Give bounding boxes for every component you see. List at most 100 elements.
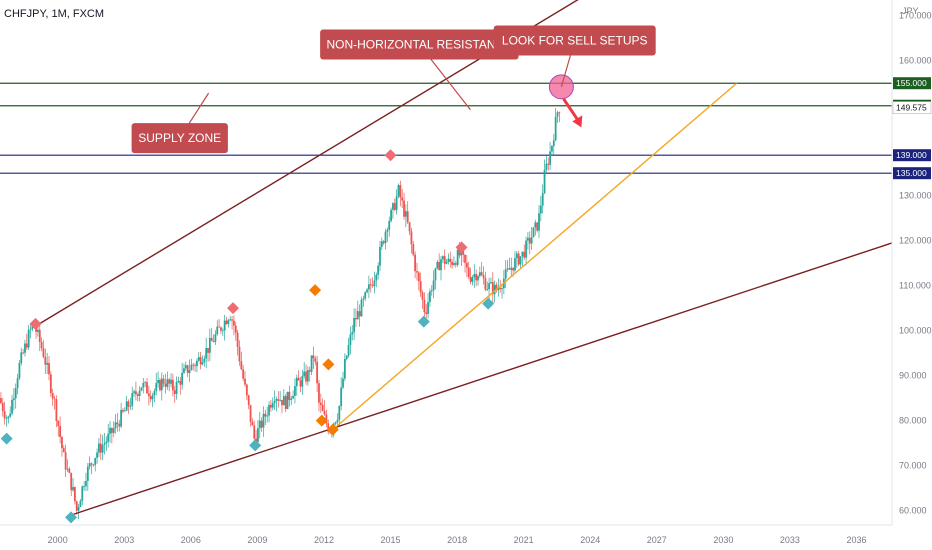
candle-body (551, 146, 553, 152)
candle-body (120, 409, 123, 427)
pivot-marker-high (226, 302, 239, 315)
year-tick-label: 2024 (580, 535, 600, 545)
candle-body (528, 237, 531, 244)
candle-body (536, 222, 539, 231)
candle-body (55, 399, 58, 421)
candle-body (458, 249, 461, 256)
candle-body (453, 263, 455, 265)
candle-body (279, 399, 282, 401)
pivot-marker-low (315, 414, 328, 427)
candle-body (66, 468, 69, 470)
candle-body (373, 280, 376, 287)
candle-body (269, 404, 272, 408)
candle-body (523, 251, 526, 258)
candle-body (527, 237, 529, 241)
candle-body (306, 370, 309, 382)
candle-body (308, 370, 311, 372)
candle-body (242, 369, 245, 379)
candle-body (37, 329, 39, 332)
candle-body (342, 378, 344, 388)
candle-body (125, 401, 128, 411)
candle-body (177, 380, 180, 383)
price-axis[interactable]: JPY 60.000 70.000 80.000 90.000 100.000 110.00… (891, 0, 932, 525)
candle-body (20, 352, 23, 363)
candle-body (275, 399, 278, 402)
pivot-marker-high (309, 284, 322, 297)
candle-body (61, 437, 63, 449)
candle-body (469, 276, 472, 282)
annotation-box (320, 29, 519, 60)
pivot-marker-low (482, 297, 495, 310)
candle-body (144, 382, 147, 383)
candle-body (216, 326, 219, 335)
candle-body (123, 410, 126, 412)
candle-body (449, 258, 452, 262)
candle-body (558, 112, 561, 114)
candle-body (419, 281, 422, 293)
candle-body (534, 222, 537, 228)
candle-body (443, 256, 446, 264)
pivot-marker-low (326, 423, 339, 436)
candle-body (532, 227, 535, 238)
candle-body (223, 320, 226, 331)
price-tick-label: 60.000 (899, 506, 927, 516)
candle-body (127, 401, 130, 407)
candle-body (207, 347, 209, 353)
candle-body (249, 404, 252, 422)
time-axis[interactable]: 2000 2003 2006 2009 2012 2015 2018 2021 2024 2027… (0, 524, 892, 545)
candle-body (114, 422, 117, 429)
candle-body (31, 326, 34, 329)
candle-body (490, 282, 492, 284)
level-badge-label: 135.000 (896, 168, 927, 178)
candle-body (253, 425, 256, 439)
candle-body (233, 320, 235, 326)
candle-body (478, 272, 481, 276)
candle-body (225, 320, 228, 324)
candle-body (281, 399, 283, 406)
candle-body (514, 258, 516, 271)
candle-body (464, 254, 466, 263)
candle-body (201, 362, 204, 365)
candle-body (96, 452, 98, 458)
candle-body (138, 390, 141, 397)
candle-body (519, 256, 522, 265)
candle-body (184, 365, 187, 369)
year-tick-label: 2018 (447, 535, 467, 545)
candle-body (133, 391, 135, 394)
year-tick-label: 2006 (181, 535, 201, 545)
candle-body (262, 413, 265, 428)
candle-body (109, 427, 111, 434)
candle-body (397, 185, 400, 197)
candle-body (412, 244, 415, 255)
plot-area[interactable]: SUPPLY ZONE NON-HORIZONTAL RESISTANCELOOK… (0, 0, 893, 524)
pivot-marker-low (0, 432, 13, 445)
candle-body (497, 287, 500, 291)
candle-body (349, 334, 352, 345)
candle-body (362, 298, 365, 300)
pivot-marker-high (322, 358, 335, 371)
candle-body (410, 231, 413, 245)
pivot-marker-low (65, 511, 78, 524)
candle-body (390, 209, 392, 222)
candle-body (323, 410, 326, 415)
candle-body (236, 332, 239, 347)
candle-body (240, 361, 243, 370)
candle-body (515, 253, 518, 259)
candle-body (85, 480, 87, 487)
candle-body (118, 423, 121, 427)
candle-body (72, 487, 74, 491)
candle-body (153, 391, 156, 396)
candle-body (358, 311, 361, 317)
candle-body (488, 283, 490, 290)
candle-body (197, 357, 200, 361)
candle-body (146, 382, 148, 394)
candle-body (245, 384, 248, 396)
candle-body (271, 403, 274, 408)
candle-body (430, 290, 433, 292)
candle-body (404, 211, 407, 217)
candle-body (194, 365, 196, 367)
candle-body (255, 438, 257, 442)
candle-body (159, 380, 161, 391)
candle-body (369, 284, 372, 286)
candle-body (168, 379, 171, 384)
